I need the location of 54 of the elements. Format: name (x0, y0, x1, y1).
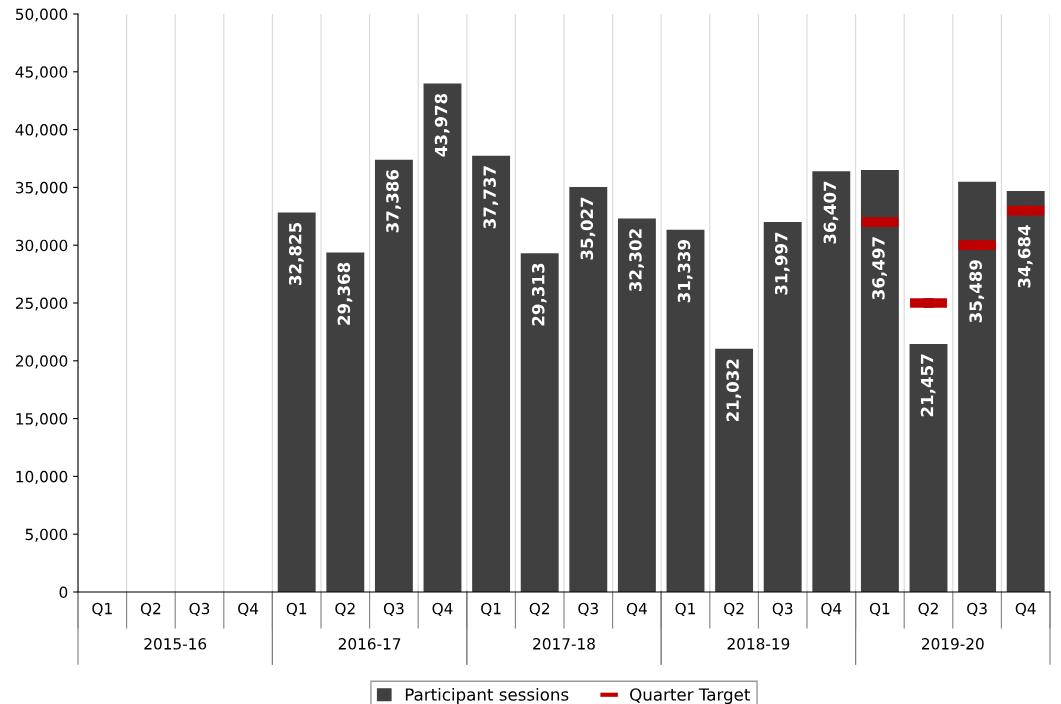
data-label: 29,368 (337, 262, 353, 325)
text: 2019-20 (922, 638, 984, 650)
data-label: 21,457 (920, 354, 936, 417)
data-label: 34,684 (1017, 225, 1033, 288)
x-tick-label: Q1 (286, 602, 307, 617)
data-label: 31,997 (774, 232, 790, 295)
legend-label: Quarter Target (630, 688, 751, 704)
data-label: 37,386 (386, 169, 401, 233)
x-tick-label: Q3 (383, 602, 404, 617)
y-tick-label: 5,000 (25, 528, 68, 542)
legend-label: Participant sessions (405, 687, 569, 704)
data-label: 36,407 (823, 181, 839, 244)
data-label: 29,313 (531, 263, 547, 326)
data-label: 32,302 (629, 229, 644, 292)
y-tick-label: 20,000 (15, 355, 68, 369)
data-label: 43,978 (434, 93, 450, 157)
y-tick-label: 35,000 (15, 181, 68, 195)
x-tick-label: Q4 (1015, 602, 1036, 617)
data-label: 35,489 (969, 260, 985, 323)
x-tick-label: Q4 (238, 602, 259, 617)
x-tick-label: Q2 (529, 602, 550, 617)
y-tick-label: 40,000 (15, 124, 68, 138)
data-label: 32,825 (288, 222, 304, 285)
text: 2016-17 (338, 638, 401, 650)
x-tick-label: Q1 (675, 602, 695, 617)
x-tick-label: Q4 (821, 602, 842, 617)
text: 2015-16 (144, 638, 207, 650)
x-tick-label: Q1 (481, 602, 501, 617)
x-tick-label: Q4 (432, 602, 453, 617)
y-tick-label: 45,000 (15, 66, 68, 80)
y-tick-label: 30,000 (15, 239, 68, 253)
y-tick-label: 10,000 (16, 470, 68, 484)
x-tick-label: Q3 (967, 602, 987, 617)
y-tick-label: 25,000 (15, 297, 68, 311)
y-tick-label: 50,000 (16, 8, 68, 22)
data-label: 36,497 (872, 237, 887, 300)
x-tick-label: Q2 (724, 602, 744, 617)
y-tick-label: 0 (59, 586, 68, 599)
x-tick-label: Q1 (869, 602, 890, 617)
x-tick-label: Q1 (92, 602, 112, 617)
data-label: 35,027 (580, 197, 596, 260)
data-label: 31,339 (677, 240, 693, 303)
x-tick-label: Q2 (918, 602, 938, 617)
y-tick-label: 15,000 (16, 413, 68, 427)
x-tick-label: Q2 (140, 602, 161, 617)
x-tick-label: Q4 (626, 602, 647, 617)
text: 2018-19 (727, 638, 790, 650)
x-tick-label: Q3 (772, 602, 793, 617)
text: 2017-18 (533, 638, 595, 650)
x-tick-label: Q2 (335, 602, 355, 617)
x-tick-label: Q3 (578, 602, 598, 617)
data-label: 21,032 (726, 359, 742, 422)
x-tick-label: Q3 (189, 602, 210, 617)
data-label: 37,737 (483, 166, 499, 229)
